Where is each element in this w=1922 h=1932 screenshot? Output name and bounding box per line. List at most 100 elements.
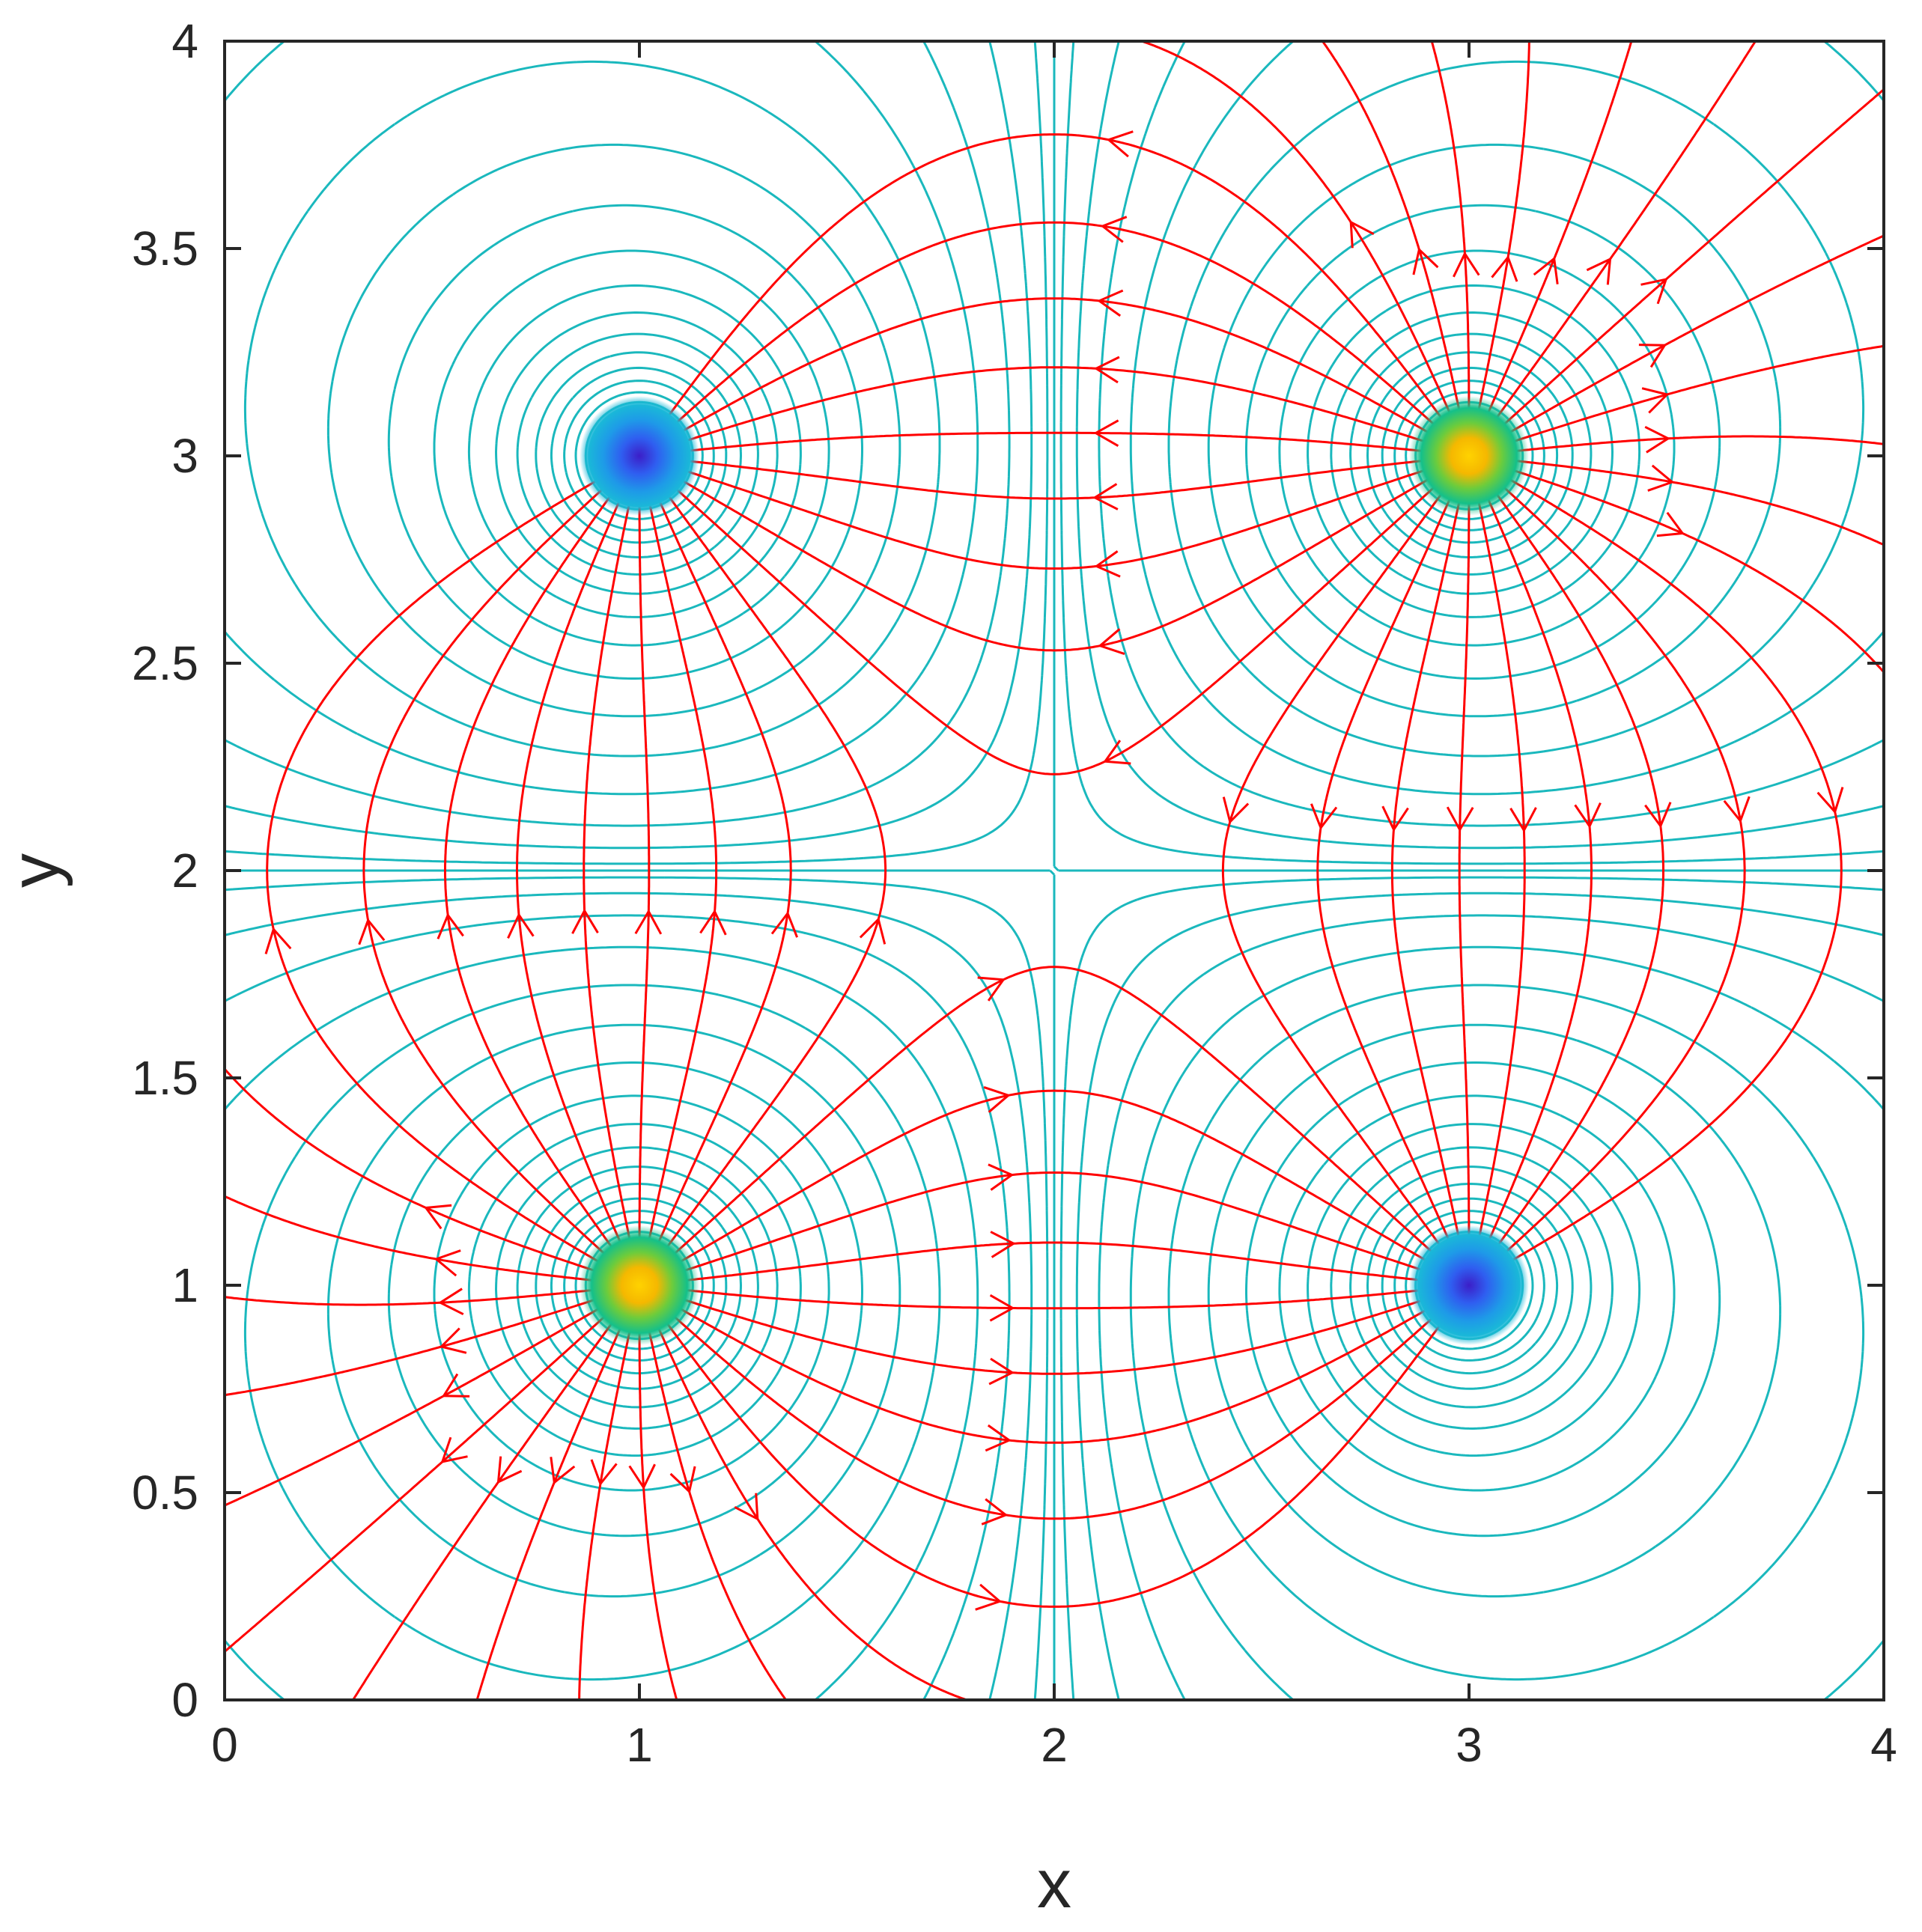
contour-level-12 [326,143,1782,1598]
streamline-47 [225,1294,622,1507]
streamline-arrow-18 [1103,740,1131,765]
contour-level-2 [225,41,1884,1700]
contour-level-8 [225,41,1884,1700]
field-streamlines [225,41,1884,1700]
y-tick-label-2: 1 [171,1258,198,1312]
streamline-0 [1489,435,1884,455]
streamline-arrow-3 [1640,278,1668,305]
streamline-38 [583,479,636,1266]
y-tick-label-6: 3 [171,429,198,483]
streamline-arrow-26 [1723,796,1751,823]
streamline-arrow-38 [571,908,599,934]
contour-level-10 [243,60,1865,1681]
streamline-23 [1472,475,1526,1262]
streamline-16 [661,461,1450,570]
y-tick-label-1: 0.5 [132,1466,198,1520]
streamline-14 [663,431,1449,455]
streamline-arrow-52 [628,1463,656,1490]
streamline-arrow-36 [699,909,727,936]
streamline-arrow-4 [1586,257,1612,285]
streamline-5 [1476,41,1633,438]
streamline-arrow-5 [1533,256,1559,284]
streamline-arrow-11 [1100,216,1128,243]
streamline-arrow-50 [550,1457,576,1485]
streamline-9 [1138,41,1462,438]
y-tick-label-4: 2 [171,844,198,898]
streamline-arrow-7 [1453,251,1480,278]
positive-charge-core-1 [1409,396,1529,516]
streamline-arrow-19 [1222,796,1250,824]
contour-level-4 [225,41,1884,1700]
streamline-30 [660,1241,1445,1285]
streamline-arrow-24 [1574,802,1602,829]
contour-level-11 [326,143,1782,1598]
contour-level-9 [243,60,1865,1681]
streamline-arrow-43 [424,1204,452,1230]
y-tick-label-3: 1.5 [132,1051,198,1105]
streamline-32 [657,1089,1450,1276]
streamline-21 [1390,475,1466,1264]
streamline-arrow-51 [590,1459,618,1487]
streamline-31 [658,1171,1447,1280]
charge-cores [580,396,1529,1345]
streamline-arrow-34 [859,917,887,945]
contour-level-1 [225,41,1884,1700]
streamline-arrow-0 [1644,425,1671,454]
streamline-arrow-16 [1094,550,1121,578]
streamline-33 [654,966,1452,1273]
streamline-6 [1472,41,1530,436]
streamline-arrow-48 [440,1436,468,1463]
streamline-28 [1488,461,1884,674]
contour-level-16 [433,249,1676,1492]
streamline-arrow-21 [1381,805,1409,832]
streamline-11 [656,221,1455,443]
streamline-55 [651,1301,1457,1608]
streamline-35 [646,478,792,1267]
streamline-12 [659,297,1452,447]
y-tick-label-0: 0 [171,1673,198,1727]
streamline-arrow-41 [358,918,386,945]
streamline-34 [651,475,887,1270]
streamline-arrow-58 [988,1357,1015,1386]
streamline-arrow-28 [1656,511,1685,537]
streamline-arrow-31 [988,1163,1015,1191]
contour-level-6 [225,41,1884,1700]
streamline-24 [1476,474,1593,1264]
streamline-arrow-59 [989,1293,1015,1322]
streamline-arrow-13 [1093,356,1120,384]
streamline-arrow-17 [1098,628,1125,656]
streamline-42 [266,467,622,1276]
streamline-41 [362,470,625,1273]
streamline-58 [658,1290,1448,1375]
streamline-13 [660,366,1450,451]
streamline-2 [1486,234,1884,447]
streamline-arrow-25 [1644,802,1672,829]
contour-level-28 [563,380,1545,1362]
streamline-53 [642,1305,788,1700]
streamline-29 [1489,457,1884,546]
streamline-arrow-40 [437,912,464,939]
streamline-arrow-8 [1412,247,1439,275]
y-tick-label-5: 2.5 [132,636,198,690]
streamline-arrow-32 [983,1085,1011,1113]
contour-level-27 [563,380,1545,1362]
streamline-44 [225,1195,619,1285]
streamline-arrow-27 [1816,787,1844,814]
streamline-arrow-49 [496,1456,523,1484]
streamline-arrow-53 [669,1466,696,1494]
streamline-arrow-33 [977,976,1006,1002]
contour-level-17 [467,284,1641,1457]
streamline-arrow-29 [1647,464,1675,492]
streamline-arrow-35 [770,911,798,938]
streamline-56 [654,1298,1453,1520]
streamline-22 [1458,476,1471,1263]
streamline-37 [638,478,651,1265]
streamline-15 [663,457,1449,500]
streamline-3 [1483,88,1884,443]
y-axis-label: y [0,853,73,888]
contour-level-14 [387,204,1721,1538]
streamline-arrow-46 [439,1327,467,1354]
streamline-arrow-42 [264,927,292,954]
streamline-20 [1316,474,1462,1264]
streamline-40 [444,473,628,1270]
